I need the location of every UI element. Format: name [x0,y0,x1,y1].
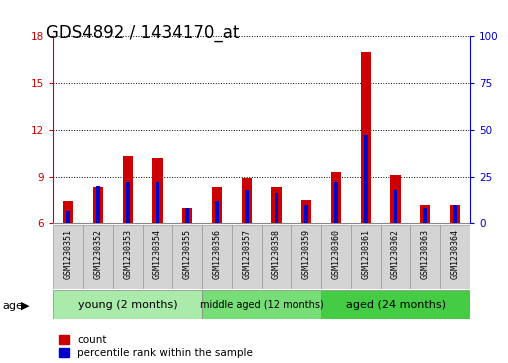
Bar [262,225,292,289]
Bar [143,225,172,289]
Text: young (2 months): young (2 months) [78,300,177,310]
Text: GSM1230360: GSM1230360 [332,229,340,279]
Text: ▶: ▶ [21,301,30,311]
Bar [232,225,262,289]
Bar [453,205,457,223]
Bar [275,193,278,223]
Legend: count, percentile rank within the sample: count, percentile rank within the sample [58,335,253,358]
Bar [424,208,427,223]
Bar [420,205,430,223]
Bar [93,187,103,223]
Bar [292,225,321,289]
Bar [331,172,341,223]
Bar [301,200,311,223]
Bar [215,201,219,223]
Bar [53,290,202,319]
Text: GSM1230354: GSM1230354 [153,229,162,279]
Bar [410,225,440,289]
Text: GSM1230362: GSM1230362 [391,229,400,279]
Bar [122,156,133,223]
Bar [450,205,460,223]
Bar [155,182,160,223]
Bar [245,189,248,223]
Text: GSM1230359: GSM1230359 [302,229,311,279]
Bar [394,189,397,223]
Bar [361,52,371,223]
Text: GSM1230352: GSM1230352 [93,229,103,279]
Bar [304,205,308,223]
Text: GSM1230356: GSM1230356 [212,229,221,279]
Text: GSM1230357: GSM1230357 [242,229,251,279]
Text: GSM1230364: GSM1230364 [451,229,460,279]
Bar [63,201,74,223]
Text: aged (24 months): aged (24 months) [345,300,446,310]
Bar [271,187,282,223]
Bar [212,187,222,223]
Text: GSM1230363: GSM1230363 [421,229,430,279]
Bar [351,225,380,289]
Bar [83,225,113,289]
Bar [185,208,189,223]
Text: middle aged (12 months): middle aged (12 months) [200,300,324,310]
Text: GDS4892 / 1434170_at: GDS4892 / 1434170_at [46,24,239,42]
Bar [440,225,470,289]
Bar [241,178,252,223]
Text: age: age [3,301,23,311]
Text: GSM1230361: GSM1230361 [361,229,370,279]
Bar [364,135,368,223]
Bar [152,158,163,223]
Text: GSM1230358: GSM1230358 [272,229,281,279]
Bar [53,225,83,289]
Bar [182,208,193,223]
Bar [67,211,70,223]
Bar [202,290,321,319]
Bar [172,225,202,289]
Bar [202,225,232,289]
Bar [334,182,338,223]
Bar [380,225,410,289]
Bar [96,186,100,223]
Bar [113,225,143,289]
Text: GSM1230353: GSM1230353 [123,229,132,279]
Bar [126,182,130,223]
Bar [390,175,401,223]
Text: GSM1230355: GSM1230355 [183,229,192,279]
Bar [321,290,470,319]
Text: GSM1230351: GSM1230351 [64,229,73,279]
Bar [321,225,351,289]
